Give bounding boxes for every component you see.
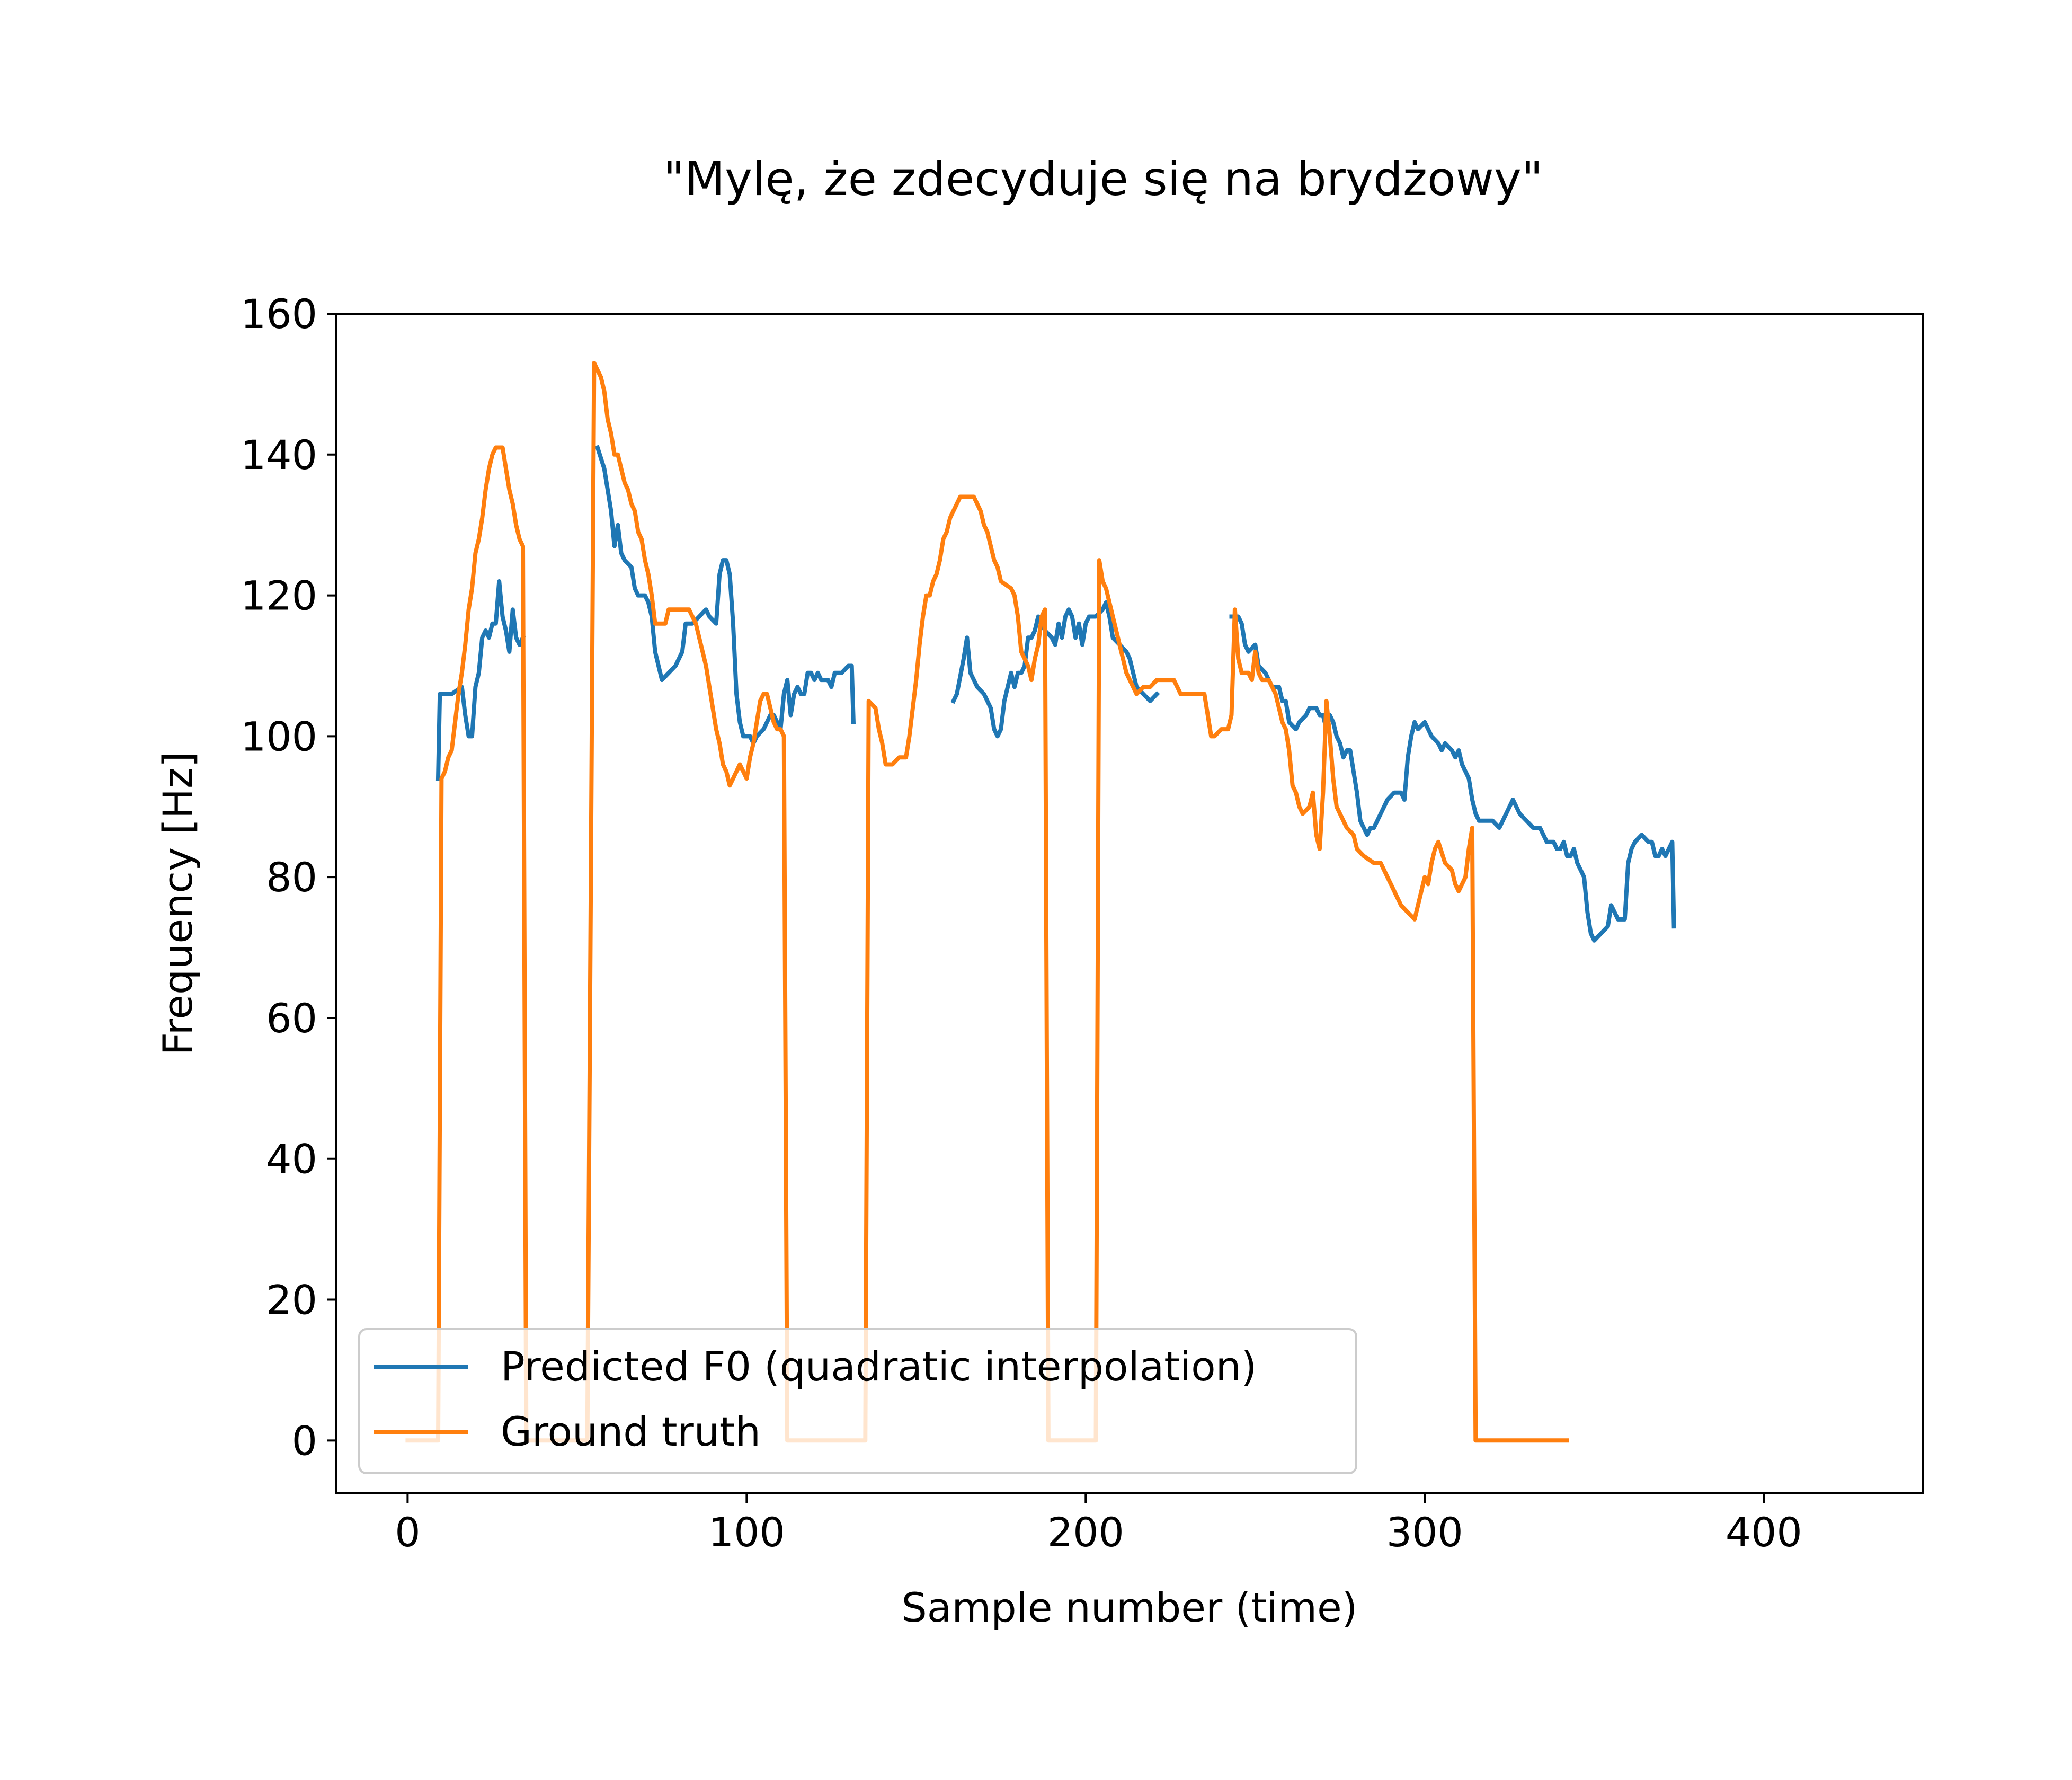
series-line-1 [405, 361, 1569, 1443]
y-tick-label-0: 0 [292, 1417, 317, 1464]
plot-area [335, 313, 1924, 1494]
y-axis: 0 20 40 60 80 100 120 140 160 [241, 290, 336, 1464]
x-tick-label-200: 200 [1047, 1509, 1124, 1556]
x-tick-label-400: 400 [1726, 1509, 1802, 1556]
legend-label-predicted: Predicted F0 (quadratic interpolation) [501, 1343, 1257, 1390]
series-line-0 [435, 445, 1676, 943]
x-tick-label-300: 300 [1386, 1509, 1463, 1556]
legend: Predicted F0 (quadratic interpolation) G… [358, 1328, 1357, 1474]
x-tick-label-100: 100 [708, 1509, 785, 1556]
legend-box [358, 1328, 1357, 1474]
y-tick-label-20: 20 [266, 1277, 317, 1324]
series-group [405, 361, 1676, 1443]
legend-label-ground-truth: Ground truth [501, 1408, 761, 1455]
plot-frame [335, 313, 1924, 1494]
x-axis: 0 100 200 300 400 [395, 1493, 1802, 1556]
x-tick-label-0: 0 [395, 1509, 420, 1556]
y-tick-label-160: 160 [241, 290, 317, 338]
y-tick-label-40: 40 [266, 1136, 317, 1183]
y-tick-label-120: 120 [241, 572, 317, 619]
y-axis-label: Frequency [Hz] [154, 751, 201, 1055]
y-tick-label-60: 60 [266, 995, 317, 1042]
y-tick-label-80: 80 [266, 854, 317, 901]
y-tick-label-140: 140 [241, 431, 317, 479]
y-tick-label-100: 100 [241, 713, 317, 760]
chart-title: "Mylę, że zdecyduje się na brydżowy" [663, 152, 1543, 206]
x-axis-label: Sample number (time) [902, 1584, 1358, 1631]
